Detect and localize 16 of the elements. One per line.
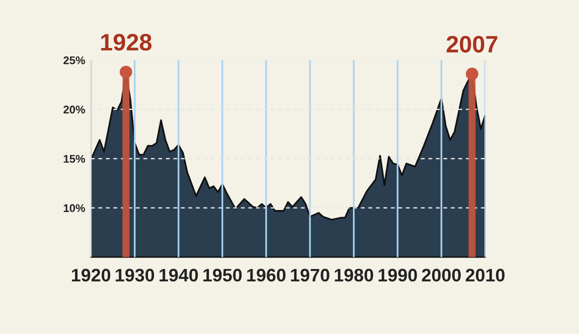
x-tick-label: 1940 — [160, 268, 198, 282]
y-tick-label: 25% — [63, 56, 86, 64]
x-tick-label: 2000 — [422, 268, 461, 282]
x-tick-label: 1960 — [247, 268, 286, 282]
x-tick-label: 1970 — [291, 268, 330, 282]
x-tick-label: 1980 — [334, 268, 374, 282]
ref-line-label: 2007 — [446, 36, 498, 53]
x-tick-label: 1920 — [72, 268, 110, 282]
x-tick-label: 1950 — [203, 268, 242, 282]
y-tick-label: 15% — [64, 154, 86, 163]
ref-line-label: 1928 — [101, 34, 152, 51]
x-tick-label: 1930 — [116, 268, 154, 282]
y-tick-label: 20% — [63, 106, 86, 114]
x-tick-label: 1990 — [378, 268, 417, 282]
x-tick-label: 2010 — [466, 268, 505, 282]
y-tick-label: 10% — [64, 204, 86, 212]
